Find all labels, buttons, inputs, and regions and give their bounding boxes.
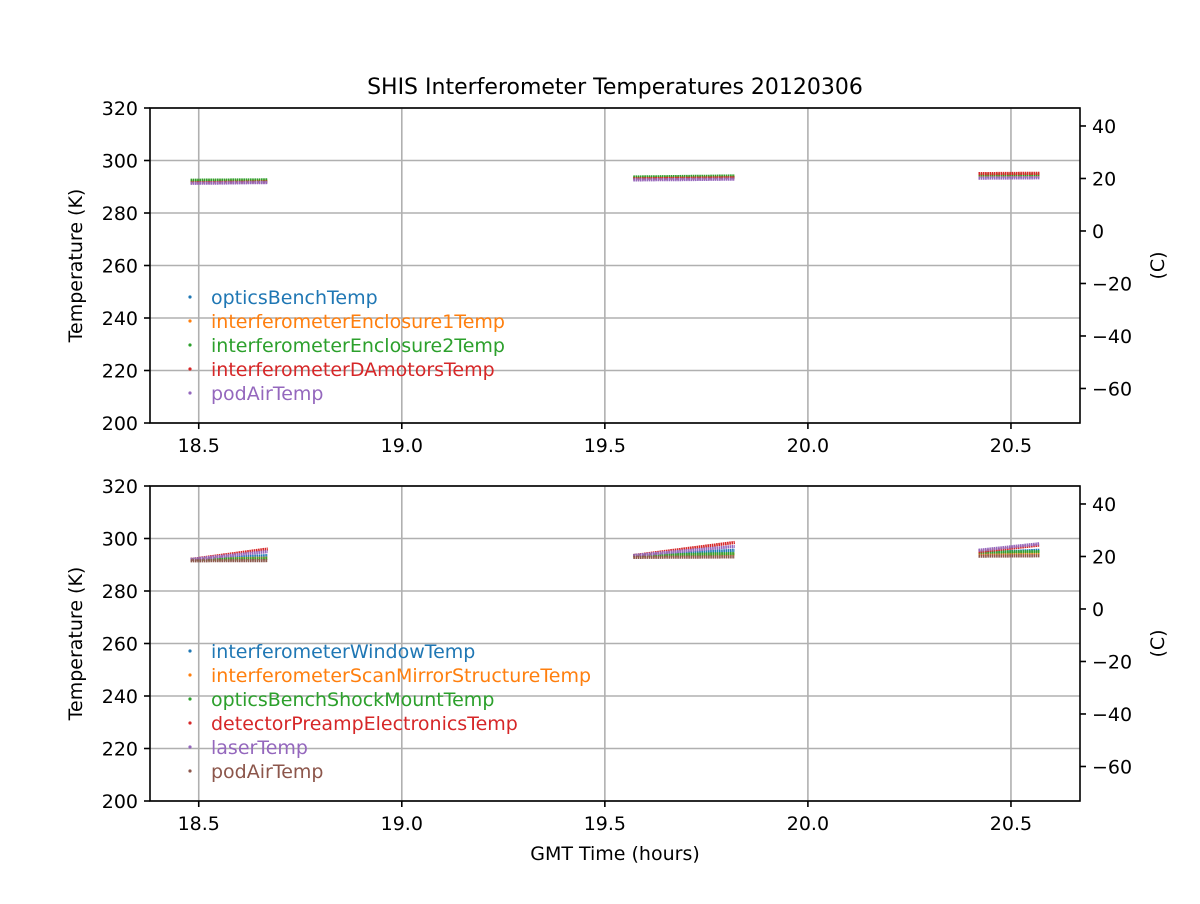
x-axis-label: GMT Time (hours)	[530, 843, 700, 865]
legend-marker	[188, 295, 191, 298]
y-tick-label: 280	[102, 581, 138, 603]
chart-title: SHIS Interferometer Temperatures 2012030…	[367, 75, 863, 100]
legend-label: opticsBenchTemp	[211, 287, 378, 309]
y-right-tick-label: 0	[1092, 221, 1104, 243]
y-tick-label: 320	[102, 476, 138, 498]
x-tick-label: 19.5	[584, 813, 626, 835]
y-tick-label: 300	[102, 151, 138, 173]
legend-marker	[188, 367, 191, 370]
legend-marker	[188, 745, 191, 748]
y-right-tick-label: 40	[1092, 494, 1116, 516]
y-right-tick-label: −40	[1092, 704, 1132, 726]
legend-label: detectorPreampElectronicsTemp	[211, 713, 518, 735]
y-right-tick-label: 40	[1092, 116, 1116, 138]
y-right-tick-label: −60	[1092, 756, 1132, 778]
y-right-tick-label: 20	[1092, 168, 1116, 190]
y-axis-label: Temperature (K)	[65, 189, 87, 344]
y-tick-label: 240	[102, 686, 138, 708]
legend-label: interferometerScanMirrorStructureTemp	[211, 665, 591, 687]
legend-marker	[188, 343, 191, 346]
y-tick-label: 200	[102, 791, 138, 813]
y-right-tick-label: 0	[1092, 599, 1104, 621]
legend-label: podAirTemp	[211, 761, 323, 783]
y-right-axis-label: (C)	[1147, 251, 1169, 279]
y-tick-label: 320	[102, 98, 138, 120]
legend-marker	[188, 649, 191, 652]
legend-label: opticsBenchShockMountTemp	[211, 689, 494, 711]
x-tick-label: 19.0	[381, 435, 423, 457]
x-tick-label: 19.0	[381, 813, 423, 835]
x-tick-label: 20.5	[990, 435, 1032, 457]
legend-label: interferometerEnclosure1Temp	[211, 311, 505, 333]
legend-marker	[188, 673, 191, 676]
legend-marker	[188, 391, 191, 394]
y-right-axis-label: (C)	[1147, 629, 1169, 657]
legend-marker	[188, 319, 191, 322]
y-right-tick-label: −20	[1092, 651, 1132, 673]
legend-marker	[188, 769, 191, 772]
x-tick-label: 20.5	[990, 813, 1032, 835]
y-tick-label: 260	[102, 634, 138, 656]
y-right-tick-label: −60	[1092, 378, 1132, 400]
x-tick-label: 18.5	[178, 435, 220, 457]
y-tick-label: 260	[102, 256, 138, 278]
y-tick-label: 240	[102, 308, 138, 330]
y-right-tick-label: −20	[1092, 273, 1132, 295]
x-tick-label: 20.0	[787, 435, 829, 457]
y-axis-label: Temperature (K)	[65, 567, 87, 722]
y-tick-label: 220	[102, 739, 138, 761]
legend-label: interferometerEnclosure2Temp	[211, 335, 505, 357]
legend-marker	[188, 697, 191, 700]
y-tick-label: 220	[102, 361, 138, 383]
legend-label: laserTemp	[211, 737, 308, 759]
y-tick-label: 280	[102, 203, 138, 225]
x-tick-label: 19.5	[584, 435, 626, 457]
x-tick-label: 18.5	[178, 813, 220, 835]
legend-marker	[188, 721, 191, 724]
x-tick-label: 20.0	[787, 813, 829, 835]
legend-label: podAirTemp	[211, 383, 323, 405]
y-right-tick-label: −40	[1092, 326, 1132, 348]
y-tick-label: 300	[102, 529, 138, 551]
legend-label: interferometerWindowTemp	[211, 641, 475, 663]
y-right-tick-label: 20	[1092, 546, 1116, 568]
legend-label: interferometerDAmotorsTemp	[211, 359, 495, 381]
y-tick-label: 200	[102, 413, 138, 435]
